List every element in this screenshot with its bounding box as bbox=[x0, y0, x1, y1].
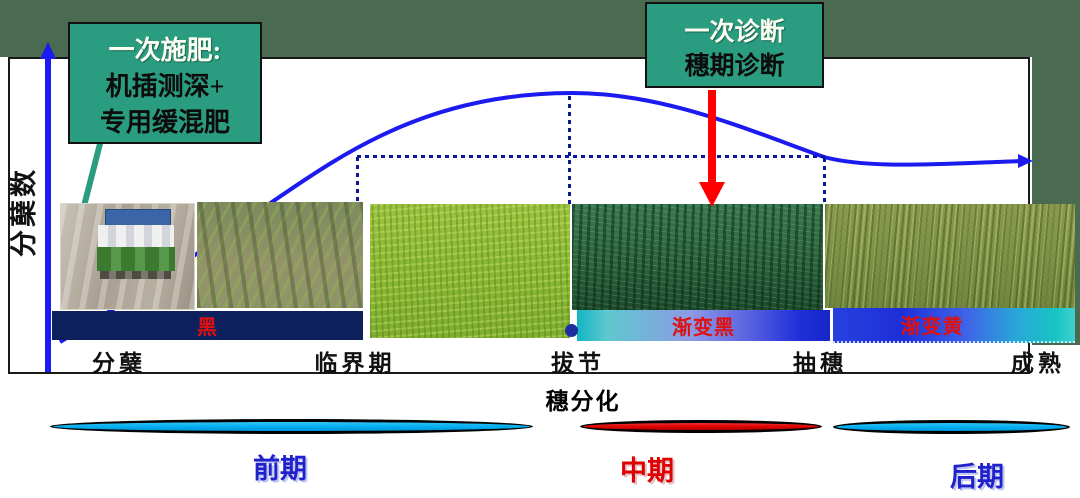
period-ellipse-early bbox=[50, 419, 533, 434]
stage-label-critical: 临界期 bbox=[314, 351, 396, 376]
callout-diagnosis-title: 一次诊断 bbox=[684, 19, 785, 46]
callout-diagnosis-line2: 穗期诊断 bbox=[684, 53, 785, 80]
callout-fertilizer-line3: 专用缓混肥 bbox=[99, 108, 230, 137]
y-axis-arrow-icon bbox=[40, 42, 56, 59]
y-axis-line bbox=[45, 58, 51, 372]
callout-fertilizer-line2: 机插测深+ bbox=[105, 72, 225, 101]
guide-vertical-critical bbox=[356, 157, 359, 205]
machine-body bbox=[98, 225, 175, 248]
period-label-middle: 中期 bbox=[620, 456, 674, 486]
machine-seedling-trays bbox=[96, 247, 176, 272]
guide-vertical-peak bbox=[568, 96, 571, 205]
period-ellipse-middle bbox=[580, 420, 822, 433]
machine-wheels bbox=[99, 271, 172, 279]
callout-connector-line bbox=[81, 135, 105, 207]
stage-bar-gradient-black: 渐变黑 bbox=[577, 310, 830, 341]
period-ellipse-late bbox=[833, 420, 1070, 434]
stage-label-heading: 抽穗 bbox=[793, 351, 847, 376]
jointing-bullet-dot bbox=[565, 324, 578, 337]
guide-vertical-heading bbox=[823, 158, 826, 205]
photo-tillering-field bbox=[370, 204, 570, 338]
diagnosis-arrow-icon bbox=[699, 182, 725, 207]
callout-fertilizer: 一次施肥: 机插测深+ 专用缓混肥 bbox=[68, 22, 262, 144]
stage-label-tillering: 分蘖 bbox=[92, 351, 146, 376]
photo-jointing-field bbox=[572, 204, 823, 310]
stage-label-jointing: 拔节 bbox=[551, 351, 605, 376]
stage-label-maturity: 成熟 bbox=[1011, 351, 1065, 376]
photo-seedling-field bbox=[197, 202, 363, 308]
curve-end-arrow-icon bbox=[1018, 154, 1033, 168]
stage-bar-gradient-yellow-label: 渐变黄 bbox=[900, 316, 964, 338]
stage-bar-black: 黑 bbox=[52, 311, 363, 340]
y-axis-label: 分蘖数 bbox=[9, 167, 39, 257]
guide-horizontal-threshold bbox=[357, 155, 825, 158]
panicle-differentiation-label: 穗分化 bbox=[545, 388, 621, 414]
period-label-late: 后期 bbox=[950, 462, 1004, 492]
callout-fertilizer-title: 一次施肥: bbox=[108, 36, 222, 65]
period-label-early: 前期 bbox=[253, 454, 307, 484]
callout-diagnosis: 一次诊断 穗期诊断 bbox=[645, 2, 824, 88]
photo-mature-field bbox=[825, 204, 1075, 308]
diagnosis-arrow-shaft bbox=[708, 90, 716, 184]
stage-bar-gradient-yellow: 渐变黄 bbox=[833, 308, 1075, 343]
photo-transplanting-machine bbox=[60, 203, 195, 310]
stage-bar-black-label: 黑 bbox=[197, 317, 218, 339]
stage-bar-gradient-black-label: 渐变黑 bbox=[672, 317, 735, 339]
